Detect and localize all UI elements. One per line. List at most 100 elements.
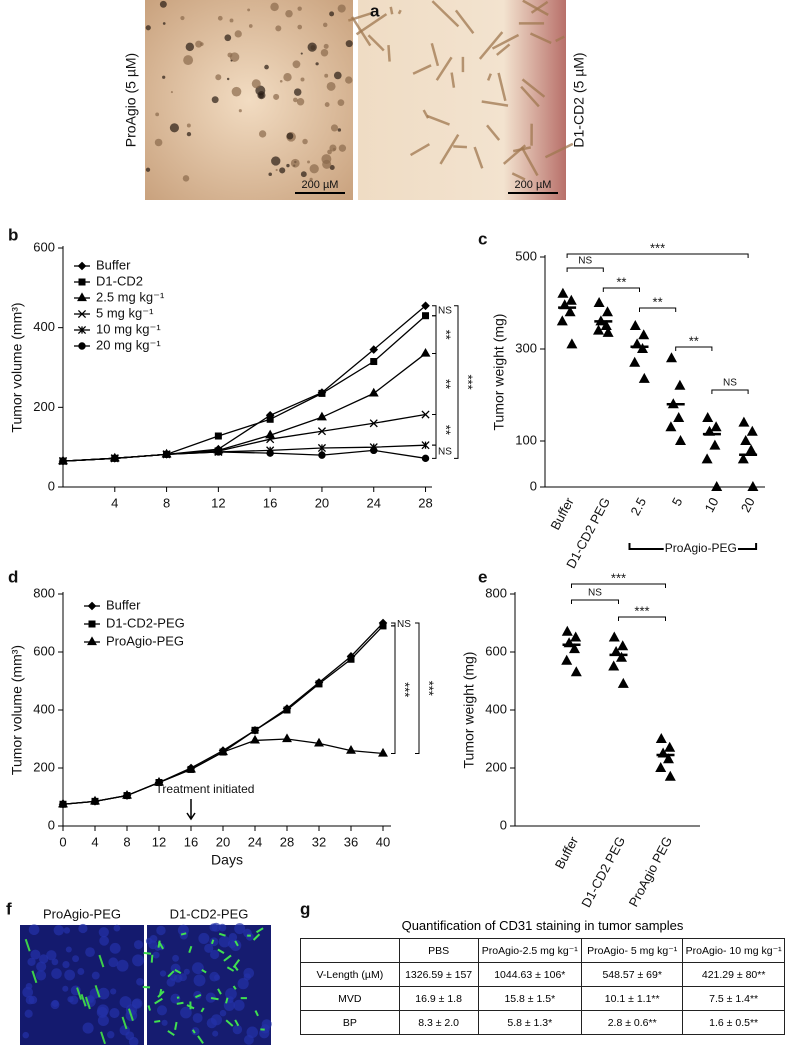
nucleus [136, 977, 144, 986]
nucleus [204, 943, 214, 953]
data-point [740, 435, 752, 445]
speckle [329, 165, 335, 170]
data-point [608, 631, 620, 642]
header-row: PBS ProAgio-2.5 mg kg⁻¹ ProAgio- 5 mg kg⁻¹… [300, 938, 785, 963]
speckle [309, 177, 313, 181]
stain [211, 939, 215, 945]
bracket [432, 315, 437, 355]
speckle [229, 18, 234, 23]
marker [317, 443, 327, 453]
stain [191, 1029, 196, 1034]
speckle [333, 71, 342, 80]
bracket [711, 389, 749, 394]
nucleus [156, 1005, 168, 1016]
nucleus [63, 927, 71, 934]
x-tick-label: 24 [367, 495, 381, 510]
stain [127, 1008, 134, 1021]
stain [143, 951, 152, 955]
vessel [496, 43, 511, 56]
series-line [62, 625, 384, 805]
nucleus [233, 999, 245, 1011]
stain [217, 988, 222, 995]
speckle [338, 144, 347, 152]
vessel [412, 64, 432, 75]
speckle [327, 149, 332, 155]
y-tick-label: 200 [33, 759, 55, 774]
data-point [608, 660, 620, 671]
marker [369, 345, 379, 354]
bracket [571, 599, 619, 604]
y-tick-label: 200 [485, 759, 507, 774]
table-row: MVD 16.9 ± 1.8 15.8 ± 1.5* 10.1 ± 1.1** 7.5 … [300, 986, 785, 1011]
speckle [271, 156, 281, 166]
significance-label: *** [422, 681, 437, 696]
vessel [387, 45, 391, 62]
nucleus [260, 1024, 270, 1034]
stain [94, 985, 101, 998]
header-cell: ProAgio-2.5 mg kg⁻¹ [477, 938, 583, 963]
nucleus [77, 968, 85, 975]
x-tick-label: 16 [263, 495, 277, 510]
y-tick-label: 0 [48, 478, 55, 493]
fluorescence-image [20, 925, 144, 1045]
data-point [569, 643, 580, 654]
image-label: D1-CD2 (5 µM) [571, 52, 587, 147]
marker [421, 301, 430, 311]
y-tick-label: 400 [33, 319, 55, 334]
stain [80, 994, 87, 1007]
header-cell: ProAgio- 5 mg kg⁻¹ [581, 938, 684, 963]
speckle [169, 123, 179, 133]
vessel [491, 33, 520, 50]
annotation: Treatment initiated [156, 782, 255, 796]
data-point [593, 324, 604, 335]
speckle [293, 88, 302, 96]
significance-label: NS [438, 305, 452, 316]
data-point [745, 444, 757, 455]
speckle [155, 112, 160, 117]
nucleus [99, 935, 109, 946]
significance-label: ** [439, 330, 454, 340]
vessel [544, 142, 574, 159]
speckle [162, 22, 166, 25]
stain [174, 969, 182, 974]
bracket [571, 583, 666, 588]
marker [251, 726, 259, 734]
bracket [566, 267, 604, 272]
data-point [711, 481, 723, 491]
speckle [323, 22, 328, 28]
speckle [300, 77, 305, 82]
y-tick-label: 100 [515, 432, 537, 447]
legend-label: D1-CD2 [96, 273, 143, 288]
speckle [215, 74, 222, 81]
speckle [159, 0, 167, 8]
nucleus [51, 958, 59, 966]
stain [225, 997, 229, 1004]
bracket [415, 622, 420, 754]
bracket [566, 253, 749, 258]
header-cell: ProAgio- 10 mg kg⁻¹ [682, 938, 785, 963]
stain [167, 970, 175, 978]
data-point [593, 297, 605, 307]
marker [111, 454, 119, 463]
significance-label: NS [397, 619, 411, 630]
vessel [389, 6, 394, 15]
legend-label: 2.5 mg kg⁻¹ [96, 289, 165, 304]
marker [218, 746, 228, 756]
stain [234, 940, 239, 947]
significance-label: ** [439, 379, 454, 389]
x-tick-label: 8 [123, 834, 130, 849]
data-point [600, 320, 612, 330]
speckle [321, 154, 332, 165]
stain [256, 927, 264, 934]
data-point [738, 416, 750, 427]
nucleus [218, 935, 231, 948]
table-cell: 5.8 ± 1.3* [477, 1010, 583, 1035]
legend-label: D1-CD2-PEG [106, 615, 185, 630]
speckle [300, 52, 303, 55]
speckle [290, 158, 300, 168]
y-axis-label: Tumor weight (mg) [461, 652, 477, 769]
series-line [62, 622, 384, 805]
panel-label: a [370, 1, 380, 20]
speckle [302, 138, 308, 145]
scale-label: 200 µM [515, 179, 552, 191]
